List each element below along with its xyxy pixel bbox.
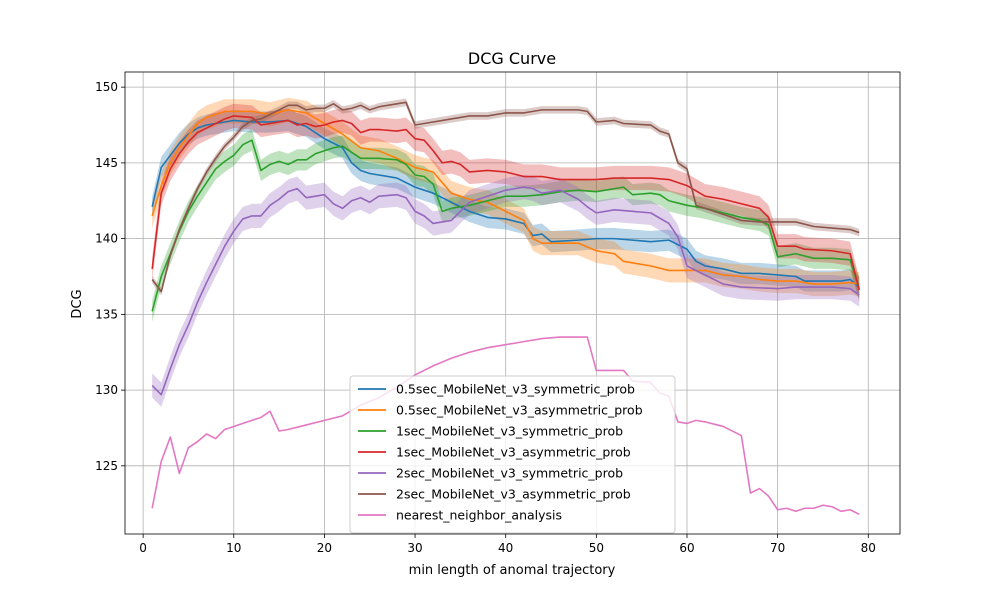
- y-tick-label: 140: [95, 232, 118, 246]
- line-nearest-neighbor-analysis: [151, 336, 860, 516]
- line-1sec-mobilenet-v3-asymmetric-prob: [151, 115, 860, 291]
- line-2sec-mobilenet-v3-symmetric-prob: [151, 186, 860, 396]
- y-tick-label: 130: [95, 383, 118, 397]
- band-1sec-mobilenet-v3-asymmetric-prob: [152, 103, 860, 303]
- x-axis-ticks: 0 10 20 30 40 50 60 70 80: [139, 534, 876, 555]
- legend-label: 2sec_MobileNet_v3_symmetric_prob: [396, 466, 623, 481]
- y-tick-label: 135: [95, 307, 118, 321]
- x-tick-label: 80: [861, 541, 876, 555]
- line-0-5sec-mobilenet-v3-asymmetric-prob: [151, 109, 860, 285]
- x-tick-label: 70: [770, 541, 785, 555]
- legend-label: 1sec_MobileNet_v3_symmetric_prob: [396, 424, 623, 439]
- series-lines: [151, 101, 860, 516]
- line-2sec-mobilenet-v3-asymmetric-prob: [151, 101, 860, 293]
- x-axis-label: min length of anomal trajectory: [409, 563, 616, 578]
- legend-box: [349, 375, 676, 534]
- band-2sec-mobilenet-v3-symmetric-prob: [152, 175, 860, 407]
- y-axis-label: DCG: [70, 289, 85, 318]
- x-tick-label: 60: [679, 541, 694, 555]
- x-tick-label: 10: [226, 541, 241, 555]
- x-tick-label: 50: [589, 541, 604, 555]
- legend-label: 2sec_MobileNet_v3_asymmetric_prob: [396, 487, 631, 502]
- y-tick-label: 145: [95, 156, 118, 170]
- legend-label: 0.5sec_MobileNet_v3_symmetric_prob: [396, 382, 635, 397]
- legend-label: nearest_neighbor_analysis: [396, 508, 562, 523]
- line-0-5sec-mobilenet-v3-symmetric-prob: [151, 119, 860, 288]
- y-tick-label: 150: [95, 80, 118, 94]
- y-axis-ticks: 125 130 135 140 145 150: [95, 80, 125, 473]
- x-tick-label: 30: [407, 541, 422, 555]
- x-tick-label: 0: [139, 541, 147, 555]
- legend-label: 1sec_MobileNet_v3_asymmetric_prob: [396, 445, 631, 460]
- x-tick-label: 20: [317, 541, 332, 555]
- legend: 0.5sec_MobileNet_v3_symmetric_prob 0.5sec…: [349, 375, 676, 534]
- legend-label: 0.5sec_MobileNet_v3_asymmetric_prob: [396, 403, 643, 418]
- chart-title: DCG Curve: [468, 49, 556, 68]
- y-tick-label: 125: [95, 459, 118, 473]
- x-tick-label: 40: [498, 541, 513, 555]
- plot-area-frame: [124, 71, 901, 535]
